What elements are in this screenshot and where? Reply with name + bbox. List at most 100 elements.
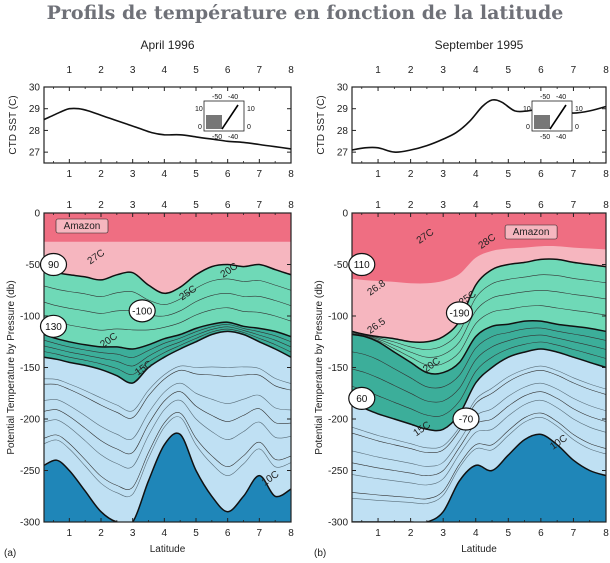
depth-top-tick-label: 8 [288, 200, 294, 211]
depth-section: 1 2 3 4 5 6 7 8 0 -50 -100 -150 -200 -250 -300 Potentia… [6, 200, 294, 555]
depth-top-tick-label: 6 [538, 200, 544, 211]
minor-contour [44, 412, 291, 490]
sst-frame [43, 86, 292, 164]
inset-land [206, 115, 222, 129]
x-axis-label: Latitude [150, 544, 186, 555]
top-tick-label: 8 [603, 65, 609, 76]
x-tick-label: 1 [67, 169, 73, 180]
minor-contour [44, 369, 291, 419]
depth-y-tick-label: -250 [20, 466, 40, 477]
x-tick-label: 4 [162, 528, 168, 539]
x-tick-label: 4 [473, 528, 479, 539]
top-tick-label: 8 [288, 65, 294, 76]
minor-contour [352, 365, 606, 449]
minor-contour [44, 324, 291, 358]
x-tick-label: 5 [193, 169, 199, 180]
inset-label: 0 [575, 124, 579, 131]
isotherm-20C [352, 319, 606, 375]
depth-y-tick-label: -100 [328, 312, 348, 323]
top-tick-label: 3 [440, 65, 446, 76]
depth-y-tick-label: -100 [20, 312, 40, 323]
x-tick-label: 1 [375, 528, 381, 539]
minor-contour [352, 327, 606, 389]
inset-label: 0 [247, 124, 251, 131]
depth-top-tick-label: 6 [225, 200, 231, 211]
minor-contour [44, 307, 291, 331]
isotherm-10C [44, 432, 291, 522]
x-tick-label: 3 [440, 528, 446, 539]
x-tick-label: 1 [67, 528, 73, 539]
x-axis-label: Latitude [461, 544, 497, 555]
thermocline-dark-layer [352, 320, 606, 431]
x-tick-label: 5 [506, 528, 512, 539]
depth-axis-label: Potential Temperature by Pressure (db) [314, 280, 325, 454]
x-tick-label: 8 [288, 169, 294, 180]
depth-top-tick-label: 4 [473, 200, 479, 211]
x-tick-label: 2 [98, 169, 104, 180]
x-tick-label: 1 [375, 169, 381, 180]
thermocline-layer [352, 258, 606, 374]
inset-map: -50 -40 -50 -40 10 0 10 0 [523, 94, 583, 141]
inset-label: 0 [526, 124, 530, 131]
minor-contour [352, 399, 606, 486]
depth-y-tick-label: -300 [20, 518, 40, 529]
minor-contour [352, 369, 606, 454]
amazon-label: Amazon [504, 224, 558, 240]
depth-y-tick-label: -200 [328, 415, 348, 426]
depth-axis-label: Potential Temperature by Pressure (db) [6, 280, 17, 454]
x-tick-label: 8 [288, 528, 294, 539]
thermocline-layer [44, 264, 291, 350]
depth-y-tick-label: -50 [334, 260, 349, 271]
minor-contour [352, 274, 606, 350]
sst-plot: 1 2 3 4 5 6 7 8 27 28 29 30 CTD SST (C) -50 -40 -50 -40 1… [316, 65, 609, 164]
inset-label: 0 [198, 124, 202, 131]
inset-label: -40 [228, 134, 238, 141]
top-tick-label: 6 [538, 65, 544, 76]
panel-title: April 1996 [140, 38, 194, 52]
depth-top-tick-label: 2 [408, 200, 414, 211]
depth-marker-text: -100 [132, 306, 152, 317]
depth-top-tick-label: 5 [193, 200, 199, 211]
inset-label: -50 [212, 94, 222, 101]
depth-top-tick-label: 1 [67, 200, 73, 211]
minor-contour [44, 292, 291, 317]
minor-contour [44, 326, 291, 367]
depth-marker-circle [452, 407, 480, 431]
x-tick-label: 3 [440, 169, 446, 180]
sst-y-tick-label: 30 [337, 83, 349, 94]
depth-marker: -70 [452, 407, 480, 431]
minor-contour [352, 412, 606, 500]
depth-marker-text: 90 [48, 260, 60, 271]
minor-contour [44, 328, 291, 375]
depth-marker: 90 [39, 252, 68, 277]
sst-x-ticks: 1 2 3 4 5 6 7 8 [361, 87, 609, 180]
top-tick-label: 1 [375, 65, 381, 76]
depth-marker-circle [39, 314, 68, 338]
depth-top-tick-label: 5 [506, 200, 512, 211]
top-tick-label: 2 [98, 65, 104, 76]
figure-title: Profils de température en fonction de la… [46, 2, 564, 24]
sst-axis-label: CTD SST (C) [316, 95, 327, 154]
depth-marker-circle [39, 252, 68, 277]
top-tick-label: 2 [408, 65, 414, 76]
isotherm-15C [352, 348, 606, 432]
amazon-label: Amazon [55, 218, 109, 234]
depth-top-tick-label: 2 [98, 200, 104, 211]
top-tick-label: 5 [506, 65, 512, 76]
panel-letter: (a) [4, 548, 16, 559]
x-tick-label: 2 [98, 528, 104, 539]
deep-layer [352, 434, 606, 522]
x-tick-label: 3 [130, 169, 136, 180]
top-tick-label: 1 [67, 65, 73, 76]
x-tick-label: 7 [571, 169, 577, 180]
inset-label: 10 [195, 106, 203, 113]
x-tick-label: 7 [257, 528, 263, 539]
panel-letter: (b) [314, 548, 326, 559]
sst-y-tick-label: 28 [29, 126, 41, 137]
depth-marker-circle [348, 252, 376, 277]
depth-top-tick-label: 3 [440, 200, 446, 211]
depth-y-tick-label: -250 [328, 466, 348, 477]
depth-top-tick-label: 3 [130, 200, 136, 211]
warm-light-layer [352, 246, 606, 343]
depth-fills [44, 213, 291, 522]
